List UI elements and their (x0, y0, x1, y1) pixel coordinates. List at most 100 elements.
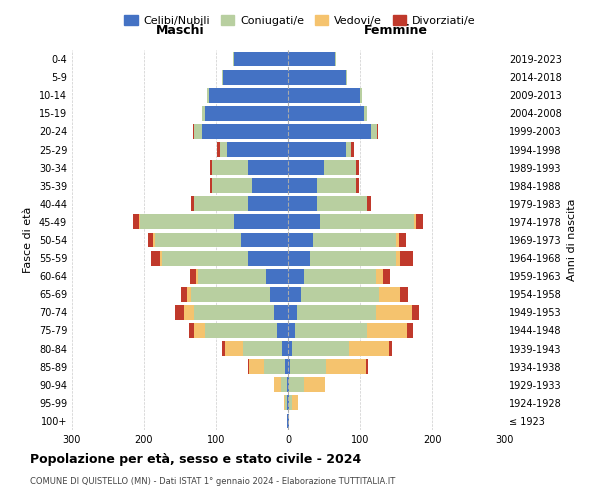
Bar (220, 142, 227, 157)
Bar (288, 287, 301, 302)
Bar (349, 341, 389, 356)
Bar (288, 396, 289, 410)
Bar (224, 341, 242, 356)
Bar (187, 287, 191, 302)
Bar (288, 305, 296, 320)
Bar (288, 414, 289, 428)
Bar (289, 396, 292, 410)
Bar (288, 106, 364, 121)
Bar (399, 232, 406, 248)
Bar (198, 269, 266, 283)
Bar (352, 142, 353, 157)
Bar (242, 341, 282, 356)
Text: Maschi: Maschi (155, 24, 205, 38)
Bar (212, 178, 252, 193)
Bar (154, 232, 155, 248)
Bar (414, 214, 416, 230)
Bar (234, 52, 288, 66)
Bar (289, 378, 304, 392)
Bar (155, 232, 241, 248)
Bar (184, 305, 194, 320)
Text: COMUNE DI QUISTELLO (MN) - Dati ISTAT 1° gennaio 2024 - Elaborazione TUTTITALIA.: COMUNE DI QUISTELLO (MN) - Dati ISTAT 1°… (30, 478, 395, 486)
Bar (175, 305, 184, 320)
Bar (285, 396, 287, 410)
Bar (188, 323, 194, 338)
Bar (190, 269, 196, 283)
Bar (285, 359, 288, 374)
Bar (252, 178, 288, 193)
Bar (313, 232, 396, 248)
Text: Femmine: Femmine (364, 24, 428, 38)
Bar (396, 250, 400, 266)
Bar (223, 341, 224, 356)
Bar (288, 52, 335, 66)
Bar (288, 178, 317, 193)
Bar (162, 250, 248, 266)
Bar (194, 323, 205, 338)
Bar (202, 106, 205, 121)
Bar (416, 214, 424, 230)
Bar (383, 269, 390, 283)
Bar (379, 287, 400, 302)
Bar (234, 214, 288, 230)
Bar (288, 232, 313, 248)
Bar (356, 160, 359, 175)
Bar (209, 88, 288, 102)
Bar (248, 196, 288, 211)
Bar (133, 214, 139, 230)
Bar (222, 70, 223, 84)
Bar (287, 378, 288, 392)
Bar (227, 142, 288, 157)
Bar (281, 378, 287, 392)
Bar (400, 250, 413, 266)
Bar (356, 178, 359, 193)
Bar (287, 396, 288, 410)
Bar (389, 341, 392, 356)
Bar (367, 196, 371, 211)
Bar (288, 88, 360, 102)
Bar (288, 142, 346, 157)
Bar (270, 287, 288, 302)
Bar (335, 52, 336, 66)
Bar (317, 178, 356, 193)
Bar (284, 396, 285, 410)
Bar (304, 378, 325, 392)
Bar (364, 106, 367, 121)
Bar (346, 70, 347, 84)
Bar (217, 142, 220, 157)
Bar (407, 323, 413, 338)
Bar (292, 396, 298, 410)
Bar (248, 160, 288, 175)
Bar (148, 232, 154, 248)
Bar (140, 214, 234, 230)
Bar (317, 196, 367, 211)
Bar (196, 269, 198, 283)
Bar (412, 305, 419, 320)
Bar (376, 269, 383, 283)
Bar (202, 124, 288, 139)
Bar (301, 287, 379, 302)
Bar (210, 160, 212, 175)
Bar (212, 160, 248, 175)
Bar (193, 124, 194, 139)
Bar (248, 359, 249, 374)
Bar (233, 52, 234, 66)
Bar (194, 196, 248, 211)
Bar (205, 106, 288, 121)
Bar (266, 269, 288, 283)
Bar (194, 124, 202, 139)
Bar (304, 269, 376, 283)
Bar (288, 160, 324, 175)
Y-axis label: Anni di nascita: Anni di nascita (567, 198, 577, 281)
Bar (288, 269, 304, 283)
Bar (290, 359, 326, 374)
Bar (206, 88, 209, 102)
Bar (360, 88, 362, 102)
Bar (274, 378, 281, 392)
Bar (277, 323, 288, 338)
Bar (194, 305, 274, 320)
Bar (288, 124, 371, 139)
Bar (274, 305, 288, 320)
Bar (191, 287, 270, 302)
Bar (287, 414, 288, 428)
